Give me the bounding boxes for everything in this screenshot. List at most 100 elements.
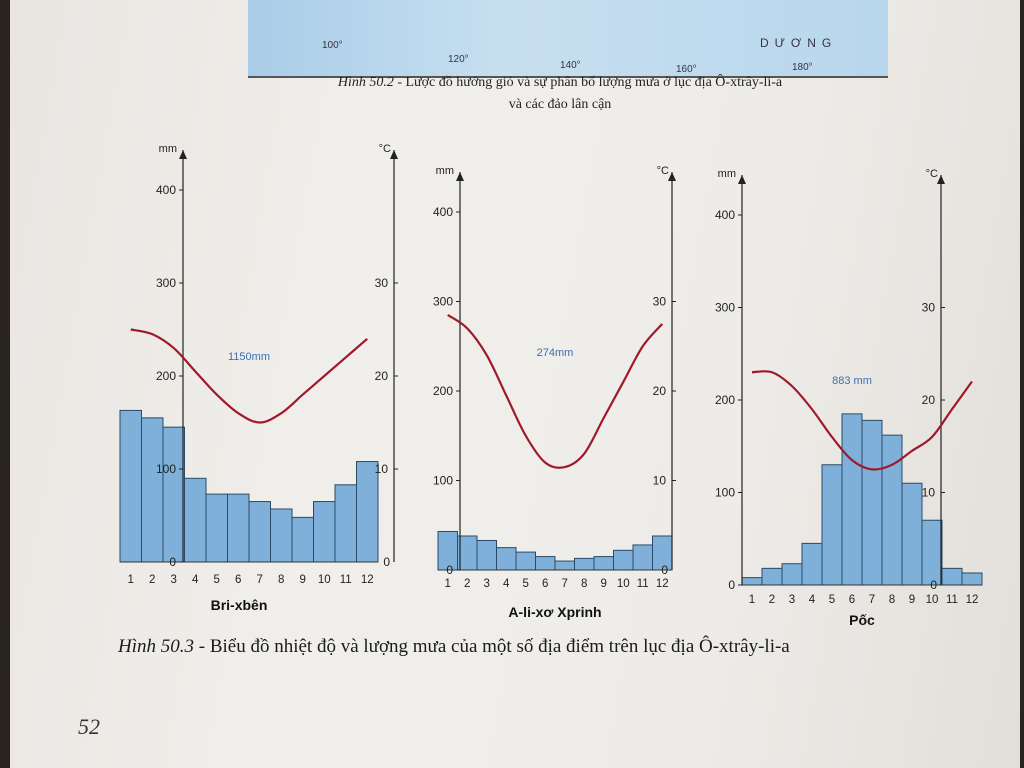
rain-bar xyxy=(881,434,903,586)
map-ocean-label: DƯƠNG xyxy=(760,36,838,50)
month-label: 10 xyxy=(926,594,939,606)
rain-axis-arrow xyxy=(179,150,187,159)
month-label: 6 xyxy=(542,578,548,590)
map-lon-label: 120° xyxy=(448,54,469,65)
map-lon-label: 180° xyxy=(792,62,813,73)
station-name: Pốc xyxy=(849,612,875,628)
station-name: Bri-xbên xyxy=(211,597,268,613)
rain-bar xyxy=(535,556,556,571)
temp-unit-label: °C xyxy=(657,165,669,177)
rain-bar xyxy=(554,560,575,571)
rain-bar xyxy=(861,419,883,586)
month-label: 3 xyxy=(484,578,490,590)
rain-bar xyxy=(941,567,963,586)
station-name: A-li-xơ Xprinh xyxy=(508,604,601,620)
month-label: 3 xyxy=(171,574,177,586)
rain-tick-label: 0 xyxy=(446,563,453,577)
month-label: 1 xyxy=(749,594,755,606)
figure-caption-text: - Biểu đồ nhiệt độ và lượng mưa của một … xyxy=(194,636,790,657)
rain-bar xyxy=(476,539,497,571)
rain-bar xyxy=(334,484,357,563)
temperature-curve xyxy=(751,370,973,471)
temp-tick-label: 20 xyxy=(375,369,389,383)
rain-tick-label: 400 xyxy=(433,205,453,219)
month-label: 8 xyxy=(581,578,587,590)
rain-tick-label: 400 xyxy=(156,183,176,197)
map-caption-text: - Lược đồ hướng gió và sự phân bố lượng … xyxy=(393,75,783,90)
month-label: 6 xyxy=(235,574,241,586)
rain-bar xyxy=(515,551,536,571)
month-label: 9 xyxy=(909,594,915,606)
temp-tick-label: 20 xyxy=(922,393,936,407)
month-label: 5 xyxy=(829,594,835,606)
temp-tick-label: 0 xyxy=(661,563,668,577)
temp-tick-label: 0 xyxy=(383,555,390,569)
paper-sheet xyxy=(10,0,1020,768)
rain-bar xyxy=(270,508,293,563)
map-caption-prefix: Hình 50.2 xyxy=(337,75,394,90)
month-label: 1 xyxy=(445,578,451,590)
rain-bar xyxy=(227,493,250,563)
temp-axis-arrow xyxy=(390,150,398,159)
month-label: 9 xyxy=(601,578,607,590)
rain-bar xyxy=(248,501,271,563)
rain-bar xyxy=(961,572,983,586)
month-label: 12 xyxy=(361,574,374,586)
map-caption: Hình 50.2 - Lược đồ hướng gió và sự phân… xyxy=(230,72,890,116)
rain-bar xyxy=(205,493,228,563)
rain-unit-label: mm xyxy=(436,165,454,177)
temperature-curve xyxy=(447,313,664,469)
rain-bar xyxy=(921,519,943,586)
temp-tick-label: 10 xyxy=(653,474,667,488)
rain-bar xyxy=(632,544,653,571)
month-label: 4 xyxy=(809,594,816,606)
rain-tick-label: 300 xyxy=(156,276,176,290)
temp-tick-label: 30 xyxy=(375,276,389,290)
wind-rain-map: 100° 120° 140° 160° 180° DƯƠNG xyxy=(248,0,888,78)
rain-tick-label: 100 xyxy=(156,462,176,476)
month-label: 8 xyxy=(278,574,284,586)
rain-bar xyxy=(141,417,164,563)
rain-bar xyxy=(291,516,314,563)
rain-tick-label: 100 xyxy=(433,474,453,488)
rain-tick-label: 0 xyxy=(169,555,176,569)
rain-bar xyxy=(801,542,823,586)
rain-tick-label: 300 xyxy=(715,301,735,315)
rain-bar xyxy=(119,409,142,563)
month-label: 7 xyxy=(257,574,263,586)
month-label: 2 xyxy=(769,594,775,606)
annual-rainfall-total: 1150mm xyxy=(228,351,270,363)
rain-bar xyxy=(841,413,863,586)
figure-caption-prefix: Hình 50.3 xyxy=(118,636,194,657)
month-label: 7 xyxy=(869,594,875,606)
month-label: 5 xyxy=(523,578,529,590)
month-label: 9 xyxy=(300,574,306,586)
temp-tick-label: 20 xyxy=(653,384,667,398)
temp-axis-arrow xyxy=(937,175,945,184)
annual-rainfall-total: 274mm xyxy=(537,347,574,359)
map-lon-label: 160° xyxy=(676,64,697,75)
temp-axis-arrow xyxy=(668,172,676,181)
map-lon-label: 140° xyxy=(560,60,581,71)
temp-tick-label: 0 xyxy=(930,578,937,592)
month-label: 2 xyxy=(149,574,155,586)
temp-unit-label: °C xyxy=(379,143,391,155)
temp-tick-label: 30 xyxy=(653,295,667,309)
month-label: 3 xyxy=(789,594,795,606)
month-label: 8 xyxy=(889,594,895,606)
rain-tick-label: 200 xyxy=(156,369,176,383)
month-label: 10 xyxy=(617,578,630,590)
month-label: 2 xyxy=(464,578,470,590)
rain-tick-label: 0 xyxy=(728,578,735,592)
rain-tick-label: 200 xyxy=(433,384,453,398)
temp-tick-label: 30 xyxy=(922,301,936,315)
month-label: 10 xyxy=(318,574,331,586)
month-label: 11 xyxy=(946,594,958,606)
month-label: 1 xyxy=(128,574,134,586)
rain-bar xyxy=(781,563,803,586)
map-lon-label: 100° xyxy=(322,40,343,51)
rain-tick-label: 200 xyxy=(715,393,735,407)
rain-tick-label: 400 xyxy=(715,208,735,222)
rain-bar xyxy=(313,501,336,563)
